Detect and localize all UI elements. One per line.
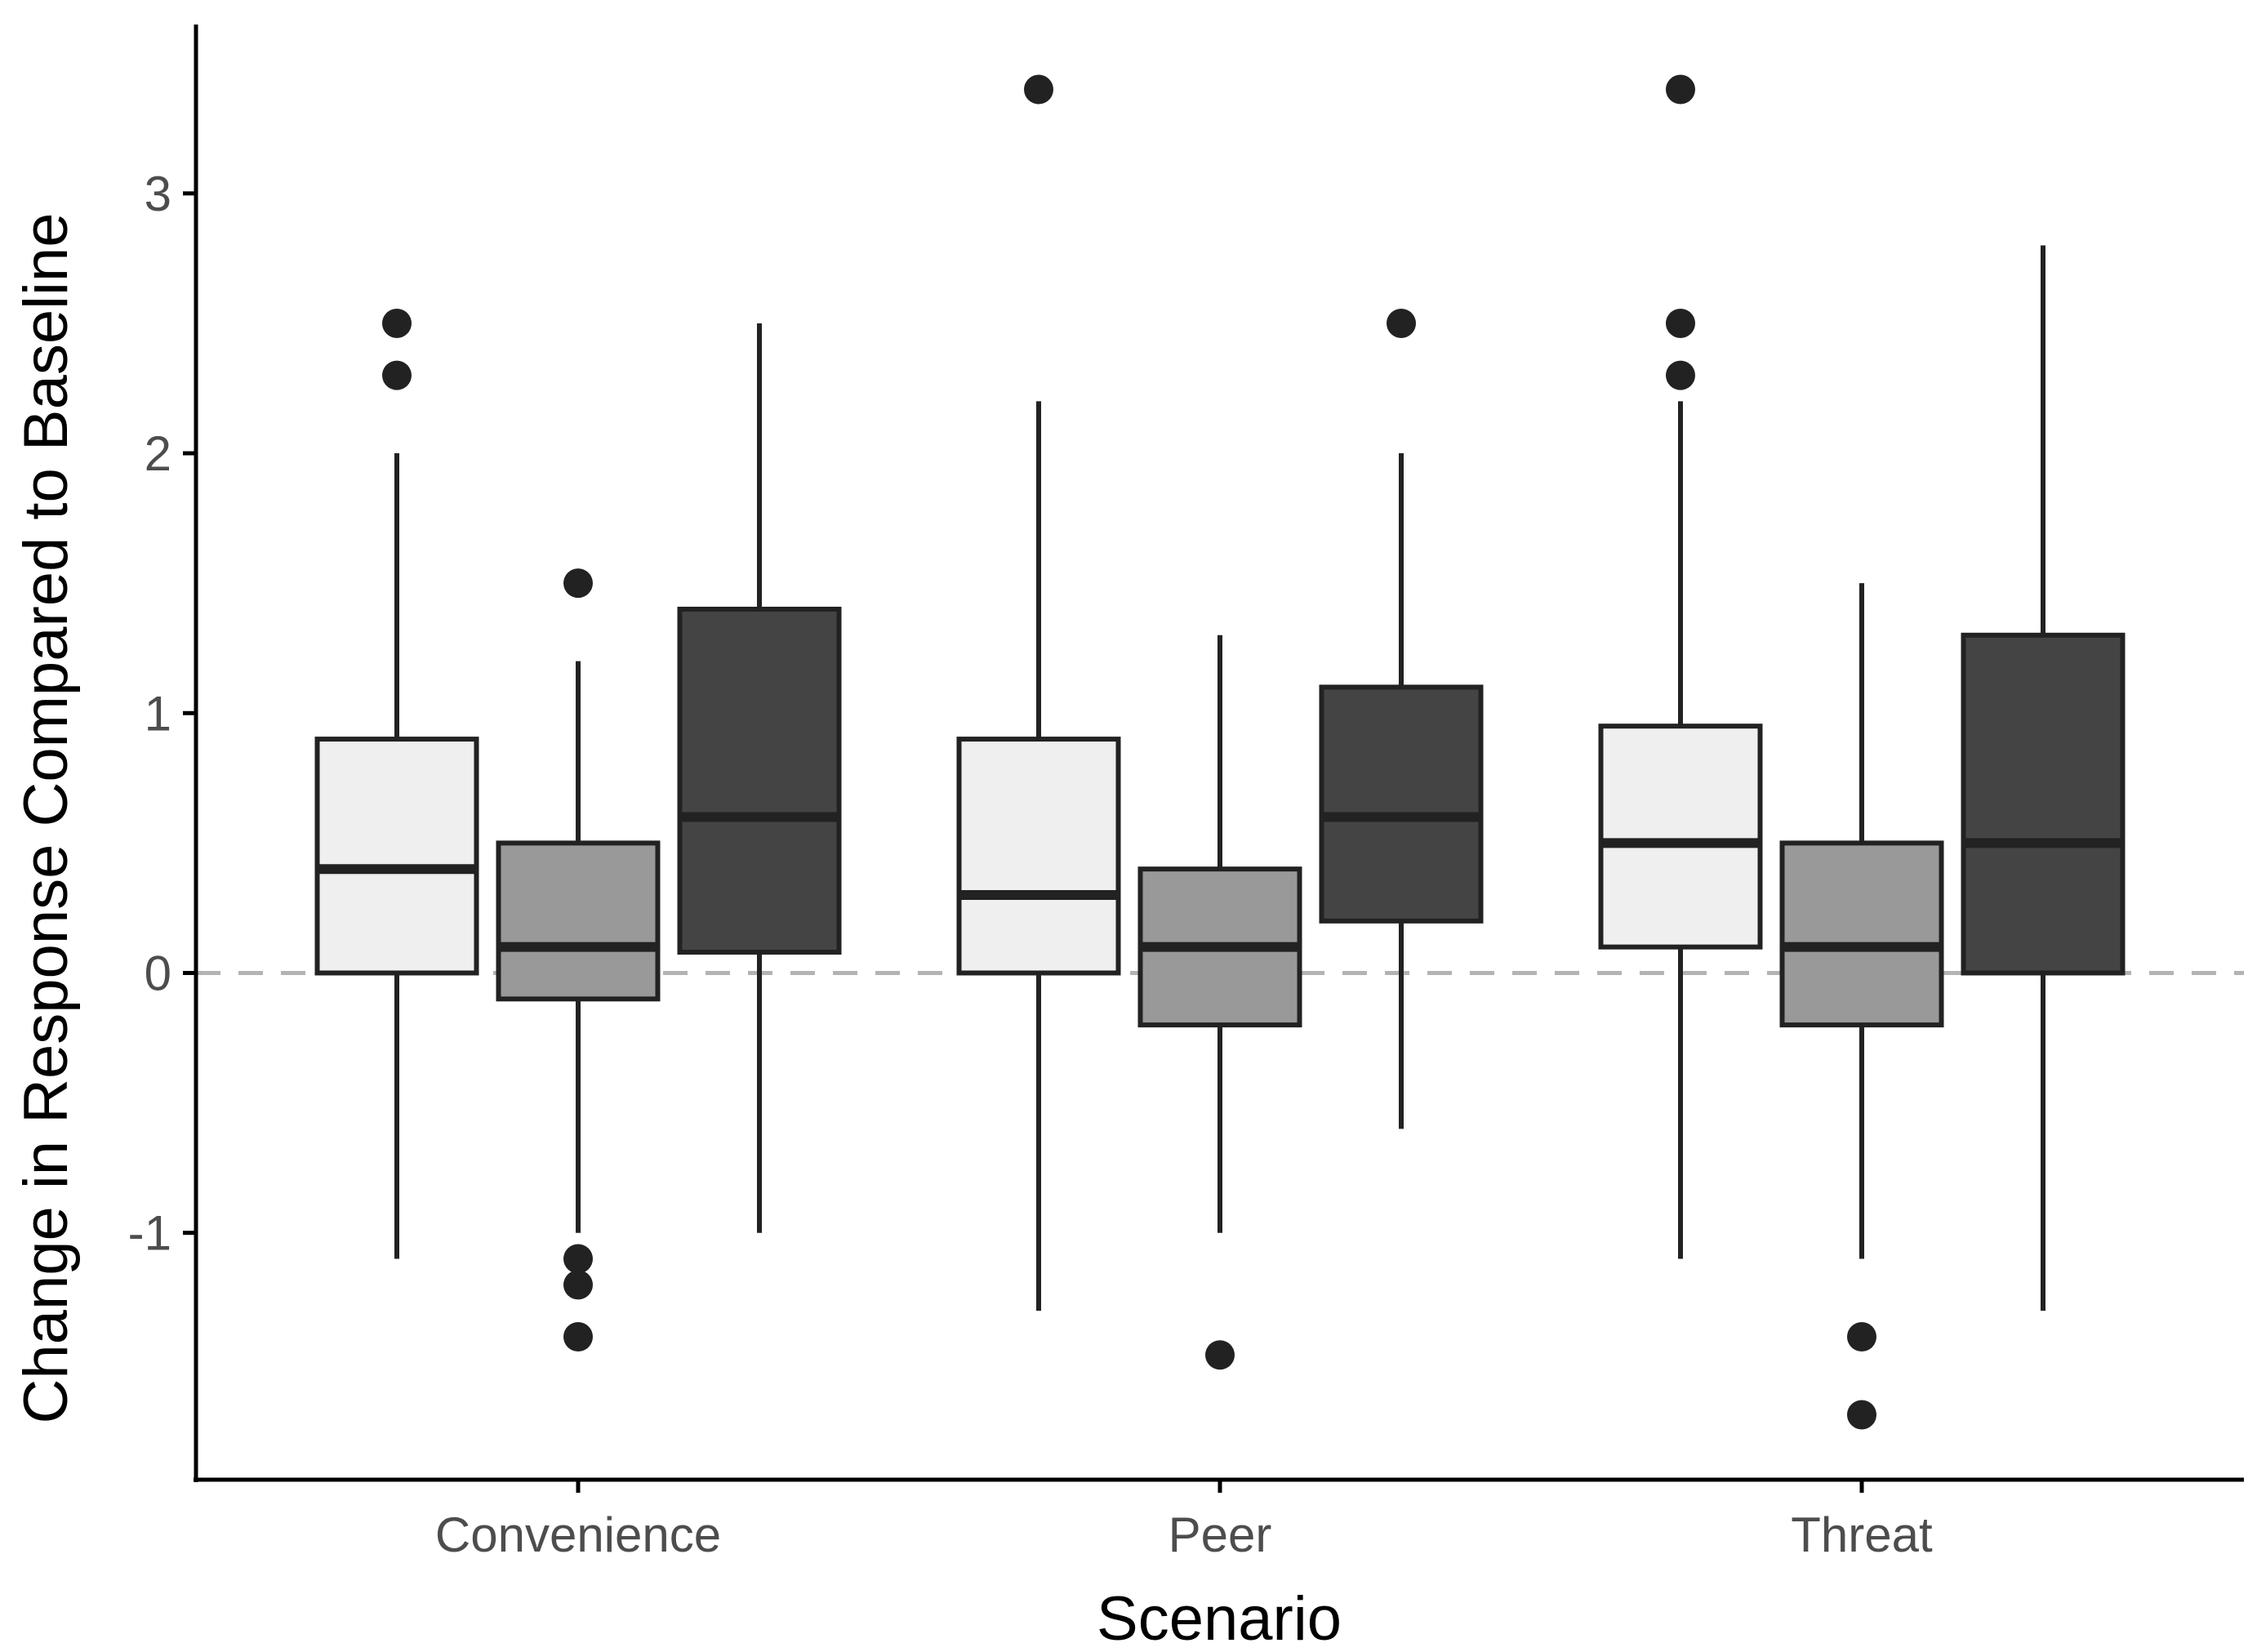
y-tick-label: 1 xyxy=(145,686,171,741)
outlier-point xyxy=(1666,308,1695,338)
x-tick-label-peer: Peer xyxy=(1169,1507,1272,1562)
box-threat-3 xyxy=(1961,245,2126,1311)
box-convenience-3 xyxy=(677,323,842,1233)
outlier-point xyxy=(1387,308,1416,338)
x-tick-label-threat: Threat xyxy=(1791,1507,1933,1562)
box-iqr xyxy=(496,840,661,1002)
box-threat-1 xyxy=(1598,74,1763,1259)
x-tick-label-convenience: Convenience xyxy=(435,1507,721,1562)
outlier-point xyxy=(563,1270,593,1300)
outlier-point xyxy=(563,1321,593,1351)
box-iqr xyxy=(314,737,479,976)
y-tick-label: 3 xyxy=(145,167,171,221)
box-iqr xyxy=(1779,840,1944,1028)
outlier-point xyxy=(1847,1321,1876,1351)
outlier-point xyxy=(382,308,412,338)
outlier-point xyxy=(1205,1340,1235,1370)
outlier-point xyxy=(563,1244,593,1274)
outlier-point xyxy=(563,568,593,599)
outlier-point xyxy=(1847,1400,1876,1430)
box-convenience-2 xyxy=(496,568,661,1351)
box-convenience-1 xyxy=(314,308,479,1259)
box-peer-3 xyxy=(1319,308,1484,1129)
box-iqr xyxy=(1961,632,2126,976)
axis-layer: -1 0 1 2 3 Convenience Peer Threat xyxy=(128,24,2244,1562)
box-threat-2 xyxy=(1779,583,1944,1430)
y-tick-label: 0 xyxy=(145,946,171,1000)
y-axis-title: Change in Response Compared to Baseline xyxy=(11,213,81,1424)
box-iqr xyxy=(1598,724,1763,950)
outlier-point xyxy=(382,360,412,390)
outlier-point xyxy=(1024,74,1053,105)
box-layer xyxy=(314,74,2126,1430)
box-iqr xyxy=(956,737,1121,976)
box-peer-1 xyxy=(956,74,1121,1311)
y-tick-label: -1 xyxy=(128,1206,171,1261)
outlier-point xyxy=(1666,74,1695,105)
outlier-point xyxy=(1666,360,1695,390)
y-tick-label: 2 xyxy=(145,426,171,481)
box-peer-2 xyxy=(1137,635,1302,1370)
x-axis-title: Scenario xyxy=(1097,1584,1342,1652)
box-iqr xyxy=(677,606,842,955)
box-iqr xyxy=(1319,684,1484,924)
